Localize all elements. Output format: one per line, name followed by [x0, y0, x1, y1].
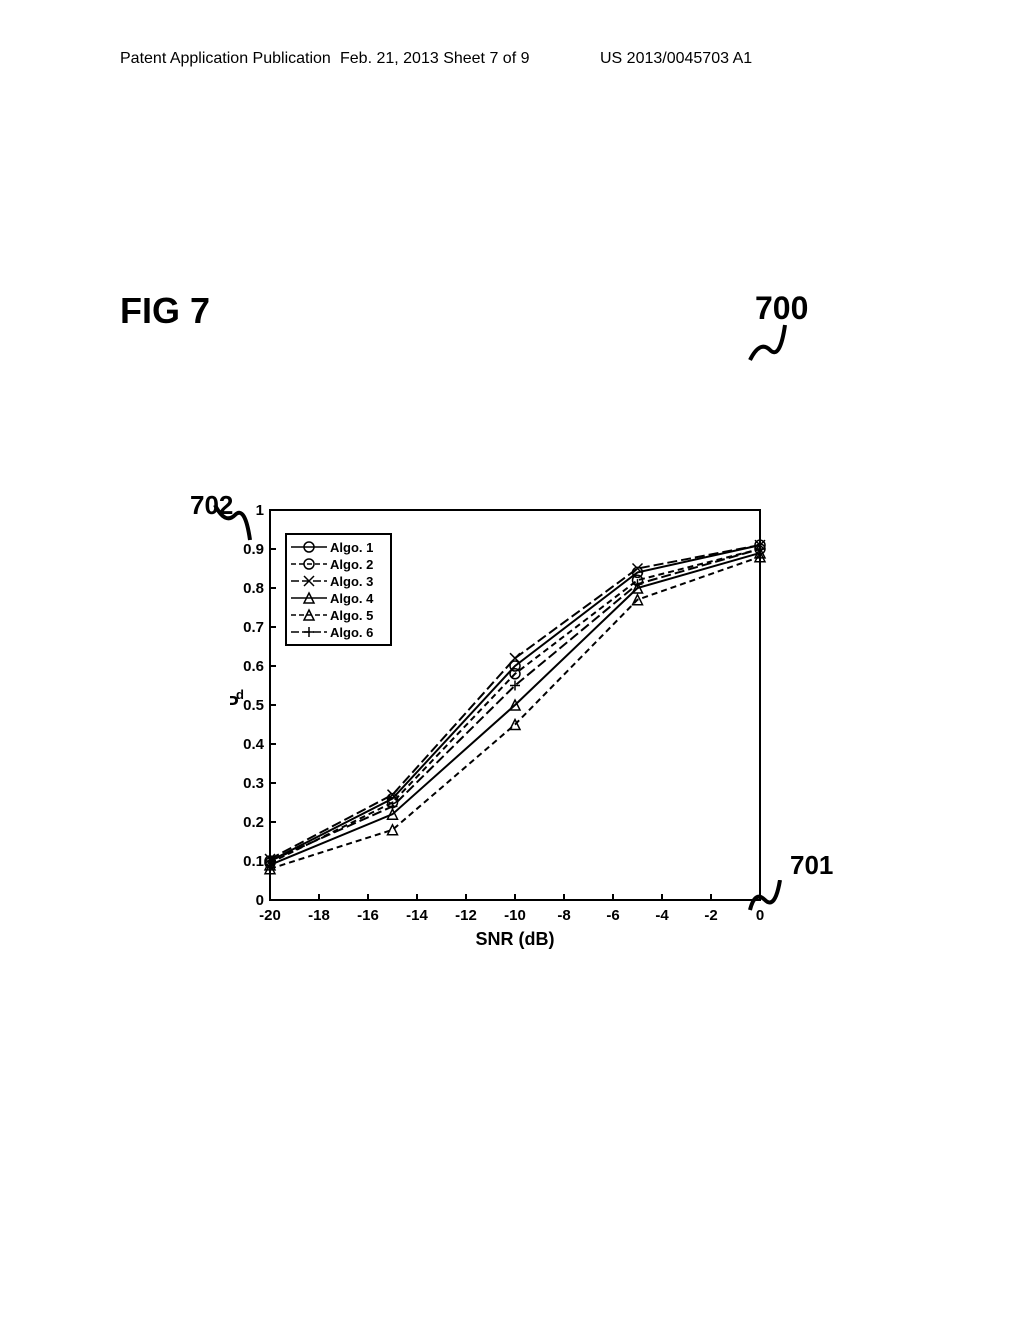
svg-text:-18: -18 [308, 907, 330, 924]
svg-text:0: 0 [756, 907, 764, 924]
svg-text:0.7: 0.7 [243, 619, 264, 636]
svg-text:d: d [236, 687, 244, 702]
legend-label: Algo. 2 [330, 557, 373, 572]
svg-text:-10: -10 [504, 907, 526, 924]
chart-container: -20-18-16-14-12-10-8-6-4-2000.10.20.30.4… [230, 500, 830, 1000]
legend-label: Algo. 5 [330, 608, 373, 623]
svg-text:0.2: 0.2 [243, 814, 264, 831]
svg-text:0: 0 [256, 892, 264, 909]
svg-text:-20: -20 [259, 907, 281, 924]
legend-item: Algo. 2 [291, 556, 386, 572]
svg-text:-4: -4 [655, 907, 669, 924]
legend-label: Algo. 4 [330, 591, 373, 606]
chart-legend: Algo. 1 Algo. 2 Algo. 3 Algo. 4 Algo. 5 Algo.… [285, 533, 392, 646]
lead-700 [745, 320, 795, 365]
svg-text:0.9: 0.9 [243, 541, 264, 558]
header-left: Patent Application Publication [120, 50, 331, 68]
svg-text:-12: -12 [455, 907, 477, 924]
legend-item: Algo. 3 [291, 573, 386, 589]
svg-text:-2: -2 [704, 907, 717, 924]
svg-text:0.8: 0.8 [243, 580, 264, 597]
svg-text:0.1: 0.1 [243, 853, 264, 870]
svg-text:1: 1 [256, 502, 264, 519]
svg-text:-14: -14 [406, 907, 428, 924]
legend-item: Algo. 4 [291, 590, 386, 606]
legend-item: Algo. 1 [291, 539, 386, 555]
legend-label: Algo. 3 [330, 574, 373, 589]
svg-text:SNR (dB): SNR (dB) [476, 929, 555, 949]
header-mid: Feb. 21, 2013 Sheet 7 of 9 [340, 50, 529, 68]
svg-text:0.4: 0.4 [243, 736, 265, 753]
svg-text:0.3: 0.3 [243, 775, 264, 792]
svg-text:0.5: 0.5 [243, 697, 264, 714]
header-right: US 2013/0045703 A1 [600, 50, 752, 68]
svg-text:-16: -16 [357, 907, 379, 924]
svg-text:0.6: 0.6 [243, 658, 264, 675]
legend-label: Algo. 6 [330, 625, 373, 640]
legend-label: Algo. 1 [330, 540, 373, 555]
svg-text:-6: -6 [606, 907, 619, 924]
legend-item: Algo. 6 [291, 624, 386, 640]
svg-text:-8: -8 [557, 907, 570, 924]
legend-item: Algo. 5 [291, 607, 386, 623]
figure-label: FIG 7 [120, 290, 210, 332]
